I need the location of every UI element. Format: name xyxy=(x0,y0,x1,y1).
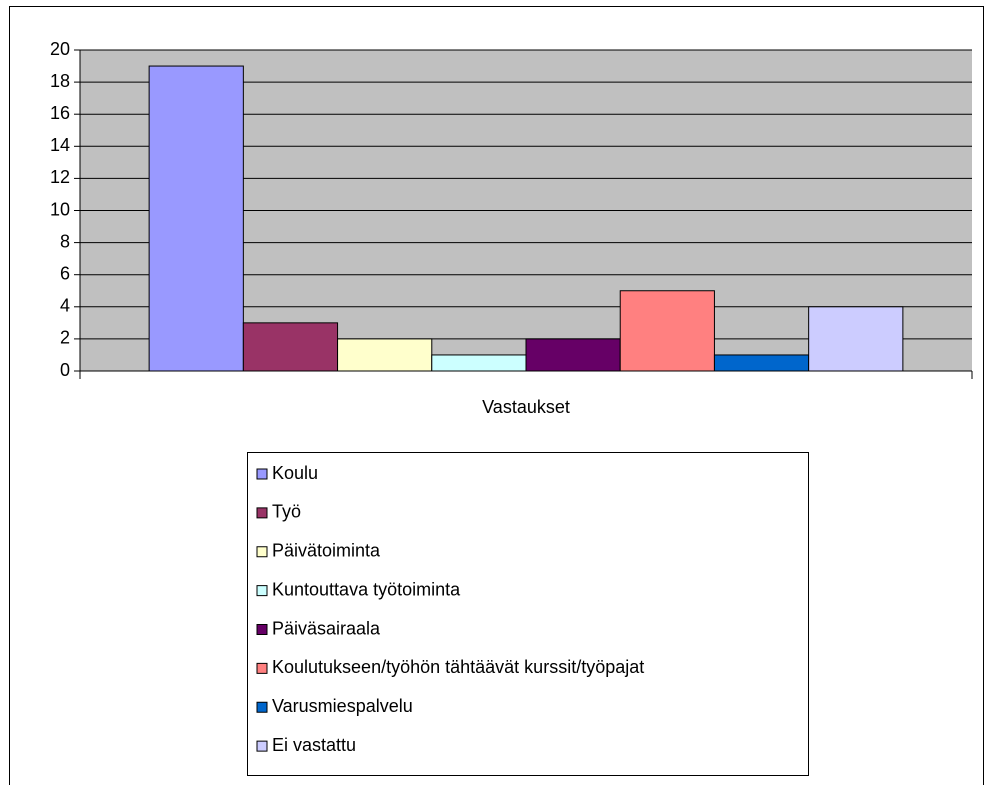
legend-label: Päivätoiminta xyxy=(272,541,381,561)
bar xyxy=(713,354,810,372)
y-tick-label: 6 xyxy=(60,263,70,283)
bar xyxy=(808,306,904,372)
y-tick-label: 2 xyxy=(60,328,70,348)
bar xyxy=(148,65,244,372)
y-tick-label: 10 xyxy=(50,199,70,219)
legend-swatch xyxy=(256,507,268,519)
legend-label: Kuntouttava työtoiminta xyxy=(272,579,461,599)
legend-swatch xyxy=(256,740,268,752)
legend-box xyxy=(247,452,809,776)
legend-label: Koulu xyxy=(272,463,318,483)
legend-swatch xyxy=(256,585,268,597)
y-tick-label: 12 xyxy=(50,167,70,187)
x-tick-label: Vastaukset xyxy=(482,397,570,417)
legend-swatch xyxy=(256,701,268,713)
chart-border xyxy=(9,6,984,785)
legend-swatch xyxy=(256,624,268,635)
y-tick-label: 4 xyxy=(60,296,70,316)
bar xyxy=(431,354,527,372)
bar xyxy=(242,322,339,372)
y-tick-label: 8 xyxy=(60,231,70,251)
legend-label: Koulutukseen/työhön tähtäävät kurssit/ty… xyxy=(272,657,644,677)
legend-label: Työ xyxy=(272,502,301,522)
bar xyxy=(619,290,715,372)
legend-swatch xyxy=(256,662,268,674)
y-tick-label: 16 xyxy=(50,103,70,123)
y-tick-label: 18 xyxy=(50,71,70,91)
legend-label: Varusmiespalvelu xyxy=(272,696,413,716)
legend-label: Päiväsairaala xyxy=(272,618,381,638)
y-tick-label: 14 xyxy=(50,135,70,155)
legend-swatch xyxy=(256,546,268,558)
bar xyxy=(337,338,433,372)
bar xyxy=(525,338,621,372)
y-tick-label: 0 xyxy=(60,360,70,380)
legend-label: Ei vastattu xyxy=(272,735,356,755)
legend-swatch xyxy=(256,468,268,480)
y-tick-label: 20 xyxy=(50,39,70,59)
